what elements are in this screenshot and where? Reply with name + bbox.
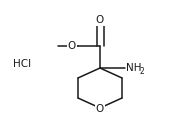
Text: O: O [96, 15, 104, 25]
Text: O: O [68, 41, 76, 51]
Text: 2: 2 [139, 68, 144, 76]
Text: HCl: HCl [13, 59, 31, 69]
Text: O: O [96, 104, 104, 114]
Text: NH: NH [126, 63, 141, 73]
